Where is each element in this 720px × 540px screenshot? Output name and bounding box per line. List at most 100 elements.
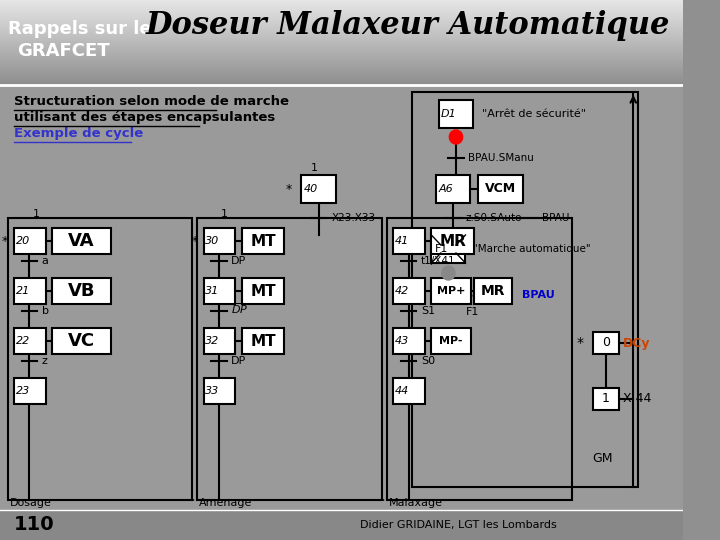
Text: BPAU: BPAU <box>542 213 570 223</box>
Bar <box>0 65 683 66</box>
Bar <box>0 19 683 20</box>
Bar <box>0 21 683 22</box>
Text: "Marche automatique": "Marche automatique" <box>473 244 590 254</box>
Text: DP: DP <box>231 256 246 266</box>
Bar <box>0 23 683 24</box>
Bar <box>0 17 683 18</box>
Bar <box>0 57 683 58</box>
Text: Rappels sur le: Rappels sur le <box>8 20 151 38</box>
Text: MR: MR <box>439 233 466 248</box>
FancyBboxPatch shape <box>431 278 471 304</box>
Bar <box>0 74 683 75</box>
Bar <box>0 34 683 35</box>
FancyBboxPatch shape <box>593 388 619 410</box>
FancyBboxPatch shape <box>52 278 111 304</box>
Text: b: b <box>42 306 49 316</box>
Bar <box>0 56 683 57</box>
Bar <box>0 70 683 71</box>
Bar <box>0 60 683 61</box>
Circle shape <box>449 130 463 144</box>
Text: 30: 30 <box>205 236 220 246</box>
Bar <box>0 64 683 65</box>
Bar <box>0 510 683 540</box>
Bar <box>0 33 683 34</box>
Text: GRAFCET: GRAFCET <box>17 42 109 60</box>
Bar <box>0 10 683 11</box>
FancyBboxPatch shape <box>52 228 111 254</box>
Text: utilisant des étapes encapsulantes: utilisant des étapes encapsulantes <box>14 111 276 124</box>
FancyBboxPatch shape <box>302 175 336 203</box>
Bar <box>0 55 683 56</box>
Bar <box>0 85 683 540</box>
Text: 1: 1 <box>221 209 228 219</box>
Bar <box>0 62 683 63</box>
FancyBboxPatch shape <box>431 235 465 263</box>
FancyBboxPatch shape <box>436 175 470 203</box>
Text: MT: MT <box>251 334 276 348</box>
Bar <box>0 79 683 80</box>
Bar <box>0 69 683 70</box>
Text: F1: F1 <box>435 244 449 254</box>
Text: Doseur Malaxeur Automatique: Doseur Malaxeur Automatique <box>145 10 670 41</box>
Bar <box>0 18 683 19</box>
Bar <box>0 11 683 12</box>
FancyBboxPatch shape <box>14 328 45 354</box>
Text: DCy: DCy <box>623 336 650 349</box>
FancyBboxPatch shape <box>204 228 235 254</box>
FancyBboxPatch shape <box>431 328 471 354</box>
Bar <box>0 63 683 64</box>
Text: S1: S1 <box>421 306 435 316</box>
Text: 20: 20 <box>16 236 30 246</box>
Bar <box>0 40 683 41</box>
FancyBboxPatch shape <box>204 328 235 354</box>
Text: D1: D1 <box>441 109 456 119</box>
FancyBboxPatch shape <box>393 278 425 304</box>
Text: Malaxage: Malaxage <box>389 498 443 508</box>
Bar <box>0 83 683 84</box>
Bar <box>0 36 683 37</box>
FancyBboxPatch shape <box>393 228 425 254</box>
Text: 1: 1 <box>602 393 610 406</box>
Bar <box>0 38 683 39</box>
FancyBboxPatch shape <box>593 332 619 354</box>
Bar <box>0 76 683 77</box>
Bar <box>0 16 683 17</box>
Bar <box>0 67 683 68</box>
Bar <box>0 75 683 76</box>
Circle shape <box>442 266 455 280</box>
Bar <box>0 12 683 13</box>
Bar <box>0 1 683 2</box>
Text: *: * <box>192 234 197 247</box>
Text: 40: 40 <box>304 184 318 194</box>
FancyBboxPatch shape <box>14 378 45 404</box>
Text: MT: MT <box>251 233 276 248</box>
Bar <box>0 35 683 36</box>
Text: MP+: MP+ <box>437 286 465 296</box>
Text: *: * <box>1 234 8 247</box>
Bar <box>0 39 683 40</box>
FancyBboxPatch shape <box>52 328 111 354</box>
FancyBboxPatch shape <box>242 328 284 354</box>
Bar <box>0 37 683 38</box>
Bar <box>0 0 683 1</box>
Text: Dosage: Dosage <box>9 498 51 508</box>
Bar <box>0 15 683 16</box>
Bar <box>0 61 683 62</box>
FancyBboxPatch shape <box>474 278 512 304</box>
FancyBboxPatch shape <box>204 378 235 404</box>
Text: Structuration selon mode de marche: Structuration selon mode de marche <box>14 95 289 108</box>
Bar <box>0 31 683 32</box>
Text: *: * <box>286 183 292 195</box>
Bar <box>0 5 683 6</box>
Text: VCM: VCM <box>485 183 516 195</box>
Text: Didier GRIDAINE, LGT les Lombards: Didier GRIDAINE, LGT les Lombards <box>360 520 557 530</box>
FancyBboxPatch shape <box>393 328 425 354</box>
FancyBboxPatch shape <box>393 378 425 404</box>
Text: z.S0.SAuto: z.S0.SAuto <box>465 213 522 223</box>
Text: VC: VC <box>68 332 95 350</box>
Bar <box>0 52 683 53</box>
Bar <box>0 24 683 25</box>
Text: a: a <box>42 256 48 266</box>
Text: 33: 33 <box>205 386 220 396</box>
Bar <box>0 9 683 10</box>
